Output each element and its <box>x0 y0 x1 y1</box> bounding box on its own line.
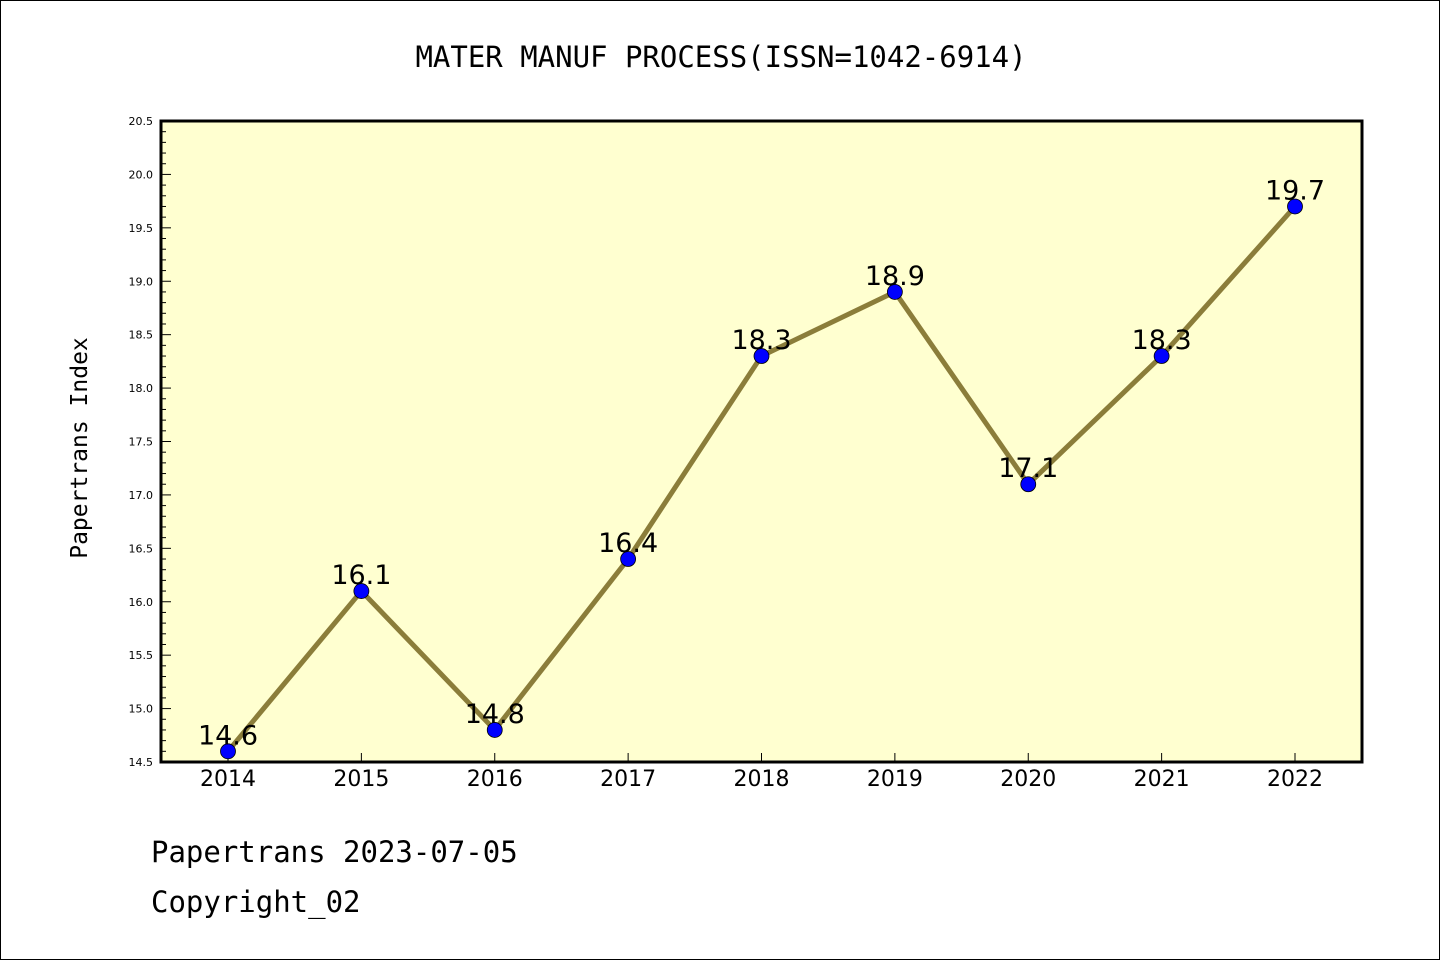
series-points-group <box>220 198 1303 760</box>
x-tick-label: 2016 <box>467 767 523 792</box>
y-tick-label: 16.5 <box>129 542 154 555</box>
x-tick-label: 2021 <box>1134 767 1190 792</box>
data-point <box>1020 476 1037 493</box>
chart-title: MATER MANUF PROCESS(ISSN=1042-6914) <box>415 40 1026 74</box>
y-tick-label: 19.0 <box>129 275 154 288</box>
x-tick-label: 2020 <box>1000 767 1056 792</box>
data-point <box>1153 348 1170 364</box>
x-axis: 2014 2015 2016 2017 2018 2019 2020 2021 2022 <box>200 753 1323 792</box>
y-tick-label: 15.0 <box>129 703 154 716</box>
x-tick-label: 2019 <box>867 767 923 792</box>
data-point <box>620 551 637 567</box>
x-tick-label: 2022 <box>1267 767 1323 792</box>
y-tick-label: 19.5 <box>129 222 154 235</box>
data-label: 16.4 <box>598 528 658 559</box>
data-label: 18.3 <box>731 325 791 356</box>
y-axis: 14.5 15.0 15.5 16.0 16.5 17.0 17.5 18.0 18.5 19.0… <box>129 115 171 769</box>
y-tick-label: 15.5 <box>129 649 154 662</box>
data-label: 17.1 <box>998 453 1058 484</box>
footer-date: Papertrans 2023-07-05 <box>151 835 518 869</box>
y-tick-label: 20.0 <box>129 168 154 181</box>
y-tick-label: 16.0 <box>129 596 154 609</box>
data-label: 16.1 <box>331 560 391 591</box>
y-tick-label: 17.5 <box>129 436 154 449</box>
y-tick-label: 14.5 <box>129 756 154 769</box>
data-point <box>353 583 370 599</box>
data-label: 14.8 <box>465 699 525 730</box>
data-labels-group: 14.6 16.1 14.8 16.4 18.3 18.9 17.1 18.3 19.7 <box>198 175 1325 751</box>
footer-copyright: Copyright_02 <box>151 885 361 919</box>
x-tick-label: 2017 <box>600 767 656 792</box>
data-point <box>1287 198 1303 215</box>
x-tick-label: 2014 <box>200 767 256 792</box>
y-tick-label: 18.5 <box>129 329 154 342</box>
y-tick-label: 20.5 <box>129 115 154 128</box>
data-point <box>753 348 770 364</box>
y-axis-label: Papertrans Index <box>67 337 93 559</box>
data-point <box>220 743 236 760</box>
data-label: 14.6 <box>198 720 258 751</box>
plot-area <box>159 119 1364 764</box>
x-tick-label: 2018 <box>734 767 790 792</box>
data-point <box>886 284 903 300</box>
y-tick-label: 18.0 <box>129 382 154 395</box>
data-label: 18.9 <box>865 261 925 292</box>
y-tick-label: 17.0 <box>129 489 154 502</box>
data-label: 19.7 <box>1265 175 1325 206</box>
x-tick-label: 2015 <box>333 767 389 792</box>
data-point <box>486 722 503 738</box>
data-label: 18.3 <box>1132 325 1192 356</box>
